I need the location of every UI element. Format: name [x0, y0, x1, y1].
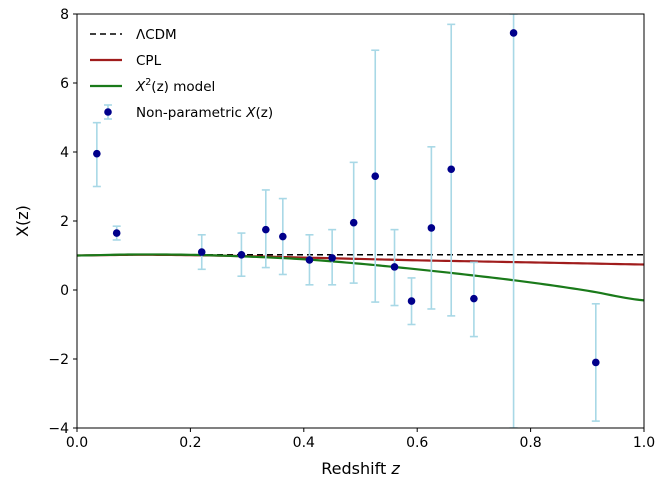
legend-label: CPL — [136, 53, 162, 69]
data-point — [237, 251, 246, 259]
legend: ΛCDM CPL X2(z) model Non-parametric X(z) — [90, 27, 273, 121]
legend-entry-lcdm: ΛCDM — [90, 27, 177, 43]
y-tick-label: −2 — [48, 352, 69, 368]
legend-label: Non-parametric X(z) — [136, 105, 273, 121]
data-point — [509, 29, 518, 37]
data-point — [407, 297, 416, 305]
model-curves — [77, 253, 644, 302]
data-point — [390, 263, 399, 271]
x-axis-title: Redshift z — [321, 459, 400, 478]
data-point — [349, 218, 358, 227]
y-axis-title: X(z) — [13, 205, 32, 237]
x-tick-label: 0.2 — [179, 435, 201, 451]
data-point — [112, 229, 121, 237]
legend-entry-cpl: CPL — [90, 53, 162, 69]
data-point — [427, 224, 436, 232]
y-tick-label: 2 — [60, 214, 69, 230]
data-points — [92, 14, 600, 428]
data-point — [197, 248, 206, 256]
data-point — [470, 294, 478, 303]
legend-point-swatch — [104, 108, 112, 116]
y-tick-label: 8 — [60, 7, 69, 23]
legend-entry-np: Non-parametric X(z) — [104, 104, 273, 121]
x-tick-label: 0.6 — [406, 435, 428, 451]
legend-label: ΛCDM — [136, 27, 177, 43]
data-point — [93, 149, 101, 158]
y-tick-label: 0 — [60, 283, 69, 299]
x-tick-label: 0.4 — [293, 435, 315, 451]
x-tick-label: 1.0 — [633, 435, 655, 451]
x-axis-title-var: z — [390, 459, 400, 478]
data-point — [279, 232, 287, 241]
legend-entry-x2: X2(z) model — [90, 77, 215, 95]
data-point — [371, 172, 380, 180]
data-point — [328, 254, 336, 262]
y-tick-label: −4 — [48, 421, 69, 437]
y-tick-label: 6 — [60, 76, 69, 92]
x2-model-line — [77, 253, 644, 302]
x-tick-label: 0.8 — [519, 435, 541, 451]
data-point — [447, 165, 456, 174]
data-point — [592, 358, 600, 367]
data-point — [262, 225, 270, 234]
axes: 0.0 0.2 0.4 0.6 0.8 1.0 −4 −2 0 2 4 6 8 — [48, 7, 655, 451]
x-tick-label: 0.0 — [66, 435, 88, 451]
legend-label: X2(z) model — [135, 77, 215, 95]
y-tick-label: 4 — [60, 145, 69, 161]
x-axis-title-text: Redshift — [321, 459, 386, 478]
data-point — [305, 256, 314, 264]
